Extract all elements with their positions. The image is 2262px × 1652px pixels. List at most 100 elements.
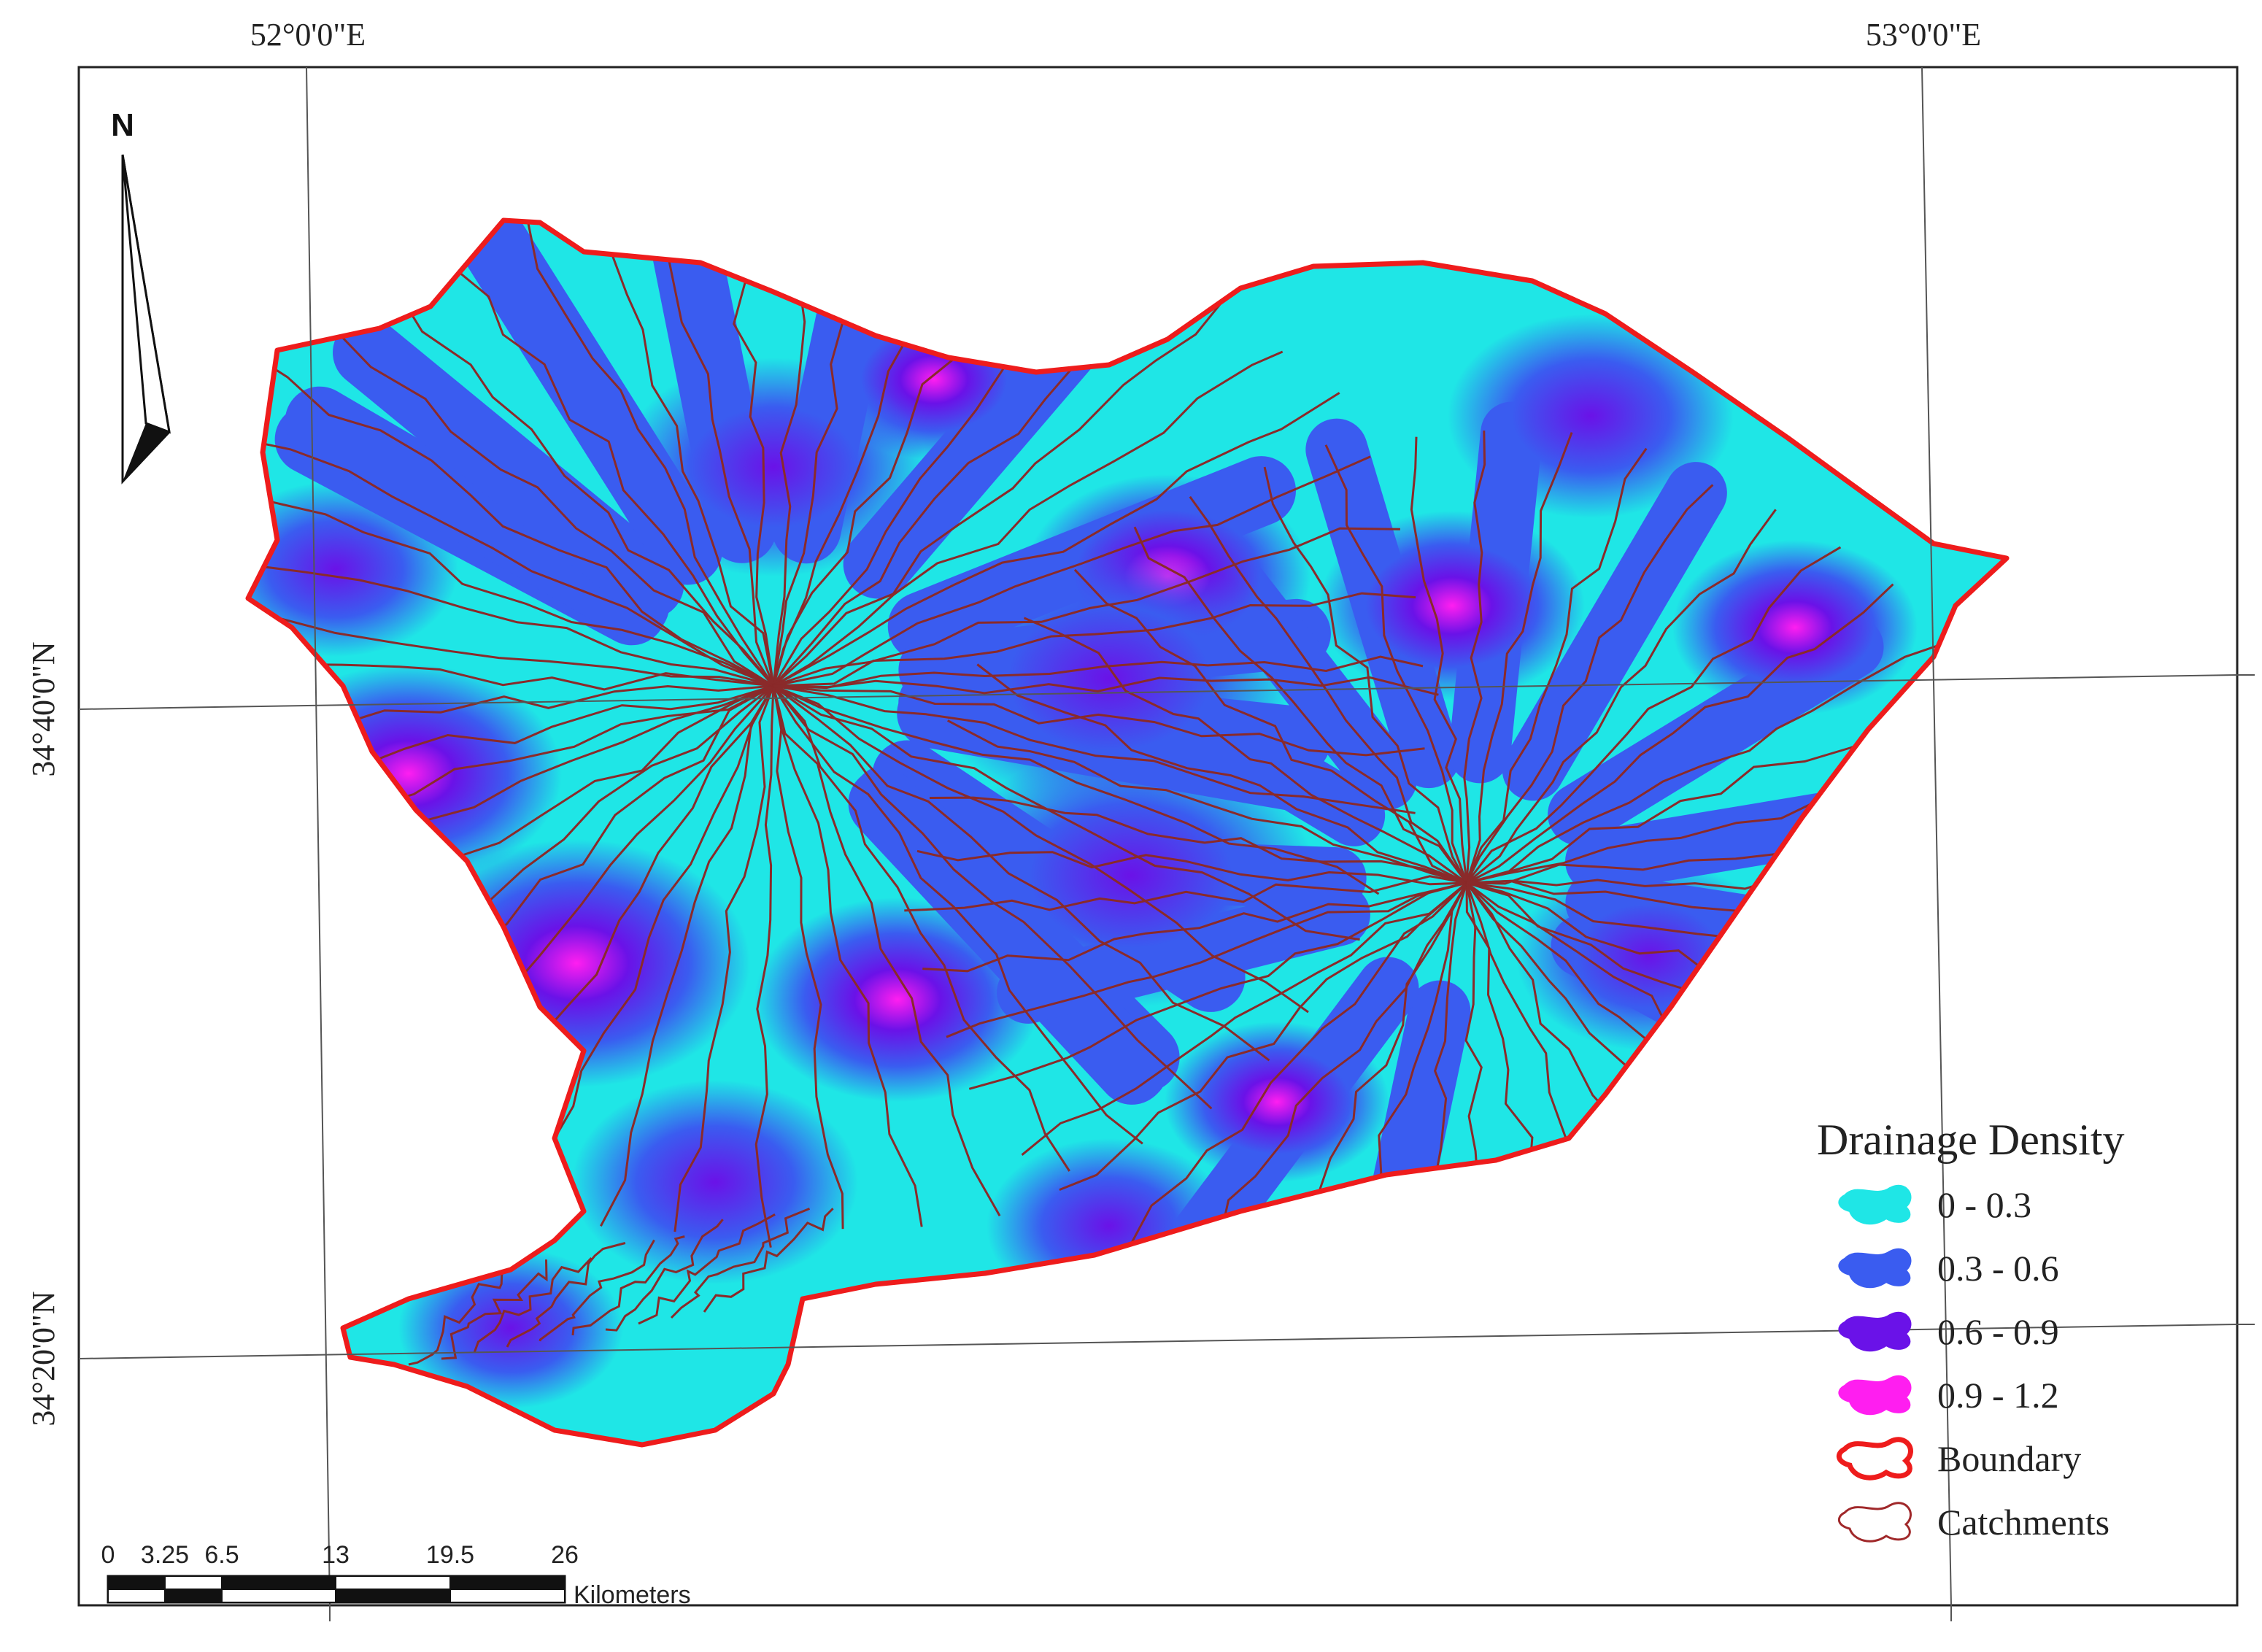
left-label-34-20n: 34°20'0"N <box>26 1291 61 1426</box>
catchment-line-92 <box>1466 583 1894 884</box>
catchment-line-5 <box>773 684 1309 1014</box>
catchment-line-12 <box>772 685 844 1230</box>
density-hotspot-13 <box>572 1080 858 1284</box>
catchment-line-51 <box>773 655 1424 690</box>
catchment-line-97 <box>408 1260 503 1366</box>
catchment-line-76 <box>929 796 1467 884</box>
catchment-line-48 <box>773 455 1371 687</box>
parallel-34-40 <box>78 674 2238 710</box>
study-area-boundary <box>245 217 2010 1448</box>
catchment-line-87 <box>1465 432 1573 884</box>
left-label-34-40n: 34°40'0"N <box>26 641 61 776</box>
catchment-line-27 <box>248 591 774 687</box>
legend-swatch-class-1 <box>1838 1184 1912 1225</box>
catchment-line-86 <box>1463 431 1486 884</box>
catchment-line-8 <box>772 685 1143 1145</box>
legend-label-class-1: 0 - 0.3 <box>1937 1184 2031 1225</box>
density-hotspot-2 <box>1319 511 1585 700</box>
catchment-line-89 <box>1465 484 1714 884</box>
catchment-line-99 <box>473 1257 592 1354</box>
catchment-line-16 <box>517 685 775 1200</box>
catchment-line-6 <box>773 684 1270 1062</box>
catchment-line-78 <box>976 663 1467 884</box>
catchment-line-68 <box>1130 881 1468 1244</box>
catchment-line-26 <box>248 659 774 691</box>
scale-seg-3 <box>222 1576 336 1589</box>
catchment-line-105 <box>670 1208 811 1319</box>
catchment-line-7 <box>772 685 1213 1110</box>
catchment-line-0 <box>773 676 1439 696</box>
catchment-line-69 <box>1059 881 1467 1191</box>
top-label-52e: 52°0'0"E <box>250 17 366 53</box>
legend-swatch-class-4 <box>1838 1375 1912 1416</box>
legend-title: Drainage Density <box>1817 1116 2125 1164</box>
catchment-line-50 <box>773 592 1416 687</box>
catchment-line-9 <box>772 685 1070 1172</box>
catchment-line-46 <box>773 350 1284 687</box>
density-hotspot-8 <box>925 547 1293 810</box>
catchment-line-71 <box>968 881 1467 1090</box>
catchment-line-85 <box>1410 436 1468 884</box>
catchment-line-14 <box>673 685 775 1232</box>
catchment-line-38 <box>727 220 775 687</box>
catchment-line-25 <box>248 684 774 730</box>
density-hotspot-3 <box>1672 540 1918 715</box>
scale-seg-2 <box>164 1575 223 1590</box>
catchment-line-13 <box>754 685 775 1248</box>
catchment-line-24 <box>248 684 774 808</box>
scale-seg-1 <box>108 1576 165 1589</box>
legend: Drainage Density 0 - 0.3 0.3 - 0.6 0.6 -… <box>1817 1116 2125 1543</box>
scale-tick-3-25: 3.25 <box>141 1541 189 1569</box>
catchment-line-82 <box>1189 495 1468 884</box>
catchment-line-104 <box>638 1213 776 1325</box>
catchment-line-83 <box>1263 466 1468 884</box>
scale-tick-19-5: 19.5 <box>426 1541 474 1569</box>
meridian-53 <box>1921 66 1952 1606</box>
legend-swatch-boundary <box>1836 1437 1913 1481</box>
legend-label-class-4: 0.9 - 1.2 <box>1937 1375 2059 1416</box>
scale-seg-4 <box>335 1575 451 1590</box>
catchment-line-1 <box>773 684 1425 757</box>
scale-tick-0: 0 <box>101 1541 115 1569</box>
meridian-52 <box>306 66 331 1606</box>
catchment-line-32 <box>304 293 774 687</box>
catchment-line-30 <box>248 401 774 687</box>
scale-seg-5 <box>450 1576 565 1589</box>
catchment-line-33 <box>355 260 775 687</box>
catchment-line-28 <box>248 530 774 687</box>
catchment-line-84 <box>1324 444 1468 884</box>
north-label: N <box>111 107 134 143</box>
catchment-line-90 <box>1466 509 1777 884</box>
catchment-line-73 <box>922 881 1467 973</box>
catchment-line-2 <box>773 684 1416 814</box>
scale-unit: Kilometers <box>574 1581 691 1609</box>
legend-swatch-class-2 <box>1838 1248 1912 1289</box>
catchment-line-101 <box>539 1239 655 1342</box>
catchment-line-77 <box>947 719 1467 884</box>
catchment-line-103 <box>605 1219 724 1332</box>
catchment-line-75 <box>916 849 1467 886</box>
catchment-line-10 <box>772 685 1001 1216</box>
catchment-line-3 <box>773 684 1380 895</box>
catchment-line-93 <box>1466 644 1939 884</box>
catchment-line-11 <box>772 685 923 1227</box>
catchment-line-70 <box>1021 881 1467 1156</box>
catchment-line-91 <box>1465 546 1842 884</box>
catchment-line-67 <box>1192 882 1468 1271</box>
scale-tick-13: 13 <box>322 1541 350 1569</box>
catchment-line-72 <box>946 881 1467 1038</box>
legend-label-class-3: 0.6 - 0.9 <box>1937 1311 2059 1352</box>
catchment-line-4 <box>773 684 1360 941</box>
scale-tick-26: 26 <box>551 1541 579 1569</box>
catchment-line-74 <box>904 875 1467 912</box>
scale-tick-6-5: 6.5 <box>204 1541 239 1569</box>
legend-label-boundary: Boundary <box>1937 1438 2081 1479</box>
catchment-line-81 <box>1133 526 1468 884</box>
catchment-line-15 <box>600 685 775 1227</box>
legend-swatch-class-3 <box>1838 1311 1912 1352</box>
density-hotspot-11 <box>620 358 927 576</box>
scale-bar: 0 3.25 6.5 13 19.5 26 Kilometers <box>101 1541 691 1609</box>
catchment-line-34 <box>419 223 775 687</box>
catchment-line-79 <box>1023 617 1467 884</box>
